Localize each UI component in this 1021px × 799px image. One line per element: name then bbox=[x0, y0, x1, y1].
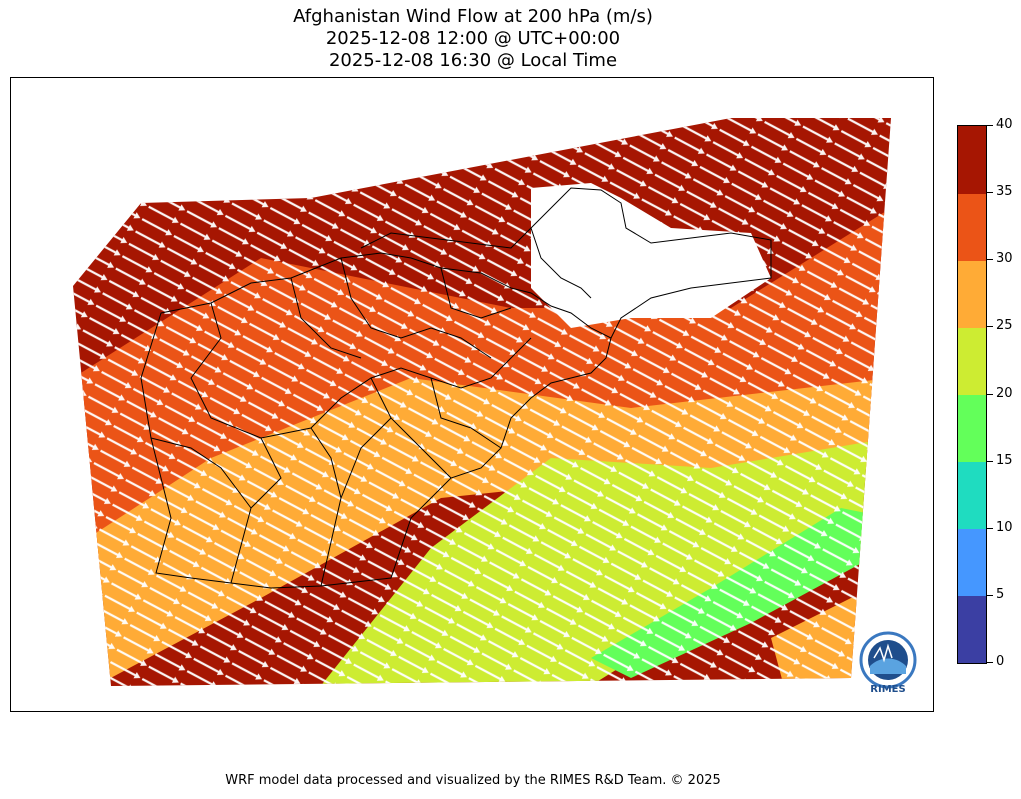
colorbar-segment bbox=[958, 327, 986, 395]
colorbar-tick bbox=[987, 326, 993, 328]
colorbar-segment bbox=[958, 461, 986, 530]
northern-border bbox=[530, 227, 592, 299]
province-line bbox=[190, 302, 532, 439]
no-data-area bbox=[531, 183, 771, 328]
wind-map bbox=[73, 118, 891, 686]
colorbar-segment bbox=[958, 260, 986, 328]
colorbar-tick bbox=[987, 460, 993, 462]
northern-border bbox=[360, 187, 772, 339]
colorbar-tick-label: 25 bbox=[996, 318, 1013, 334]
logo-text: RIMES bbox=[870, 684, 906, 695]
colorbar-tick bbox=[987, 527, 993, 529]
colorbar-tick bbox=[987, 192, 993, 194]
province-line bbox=[340, 417, 392, 499]
colorbar-segment bbox=[958, 595, 986, 663]
province-line bbox=[290, 277, 362, 359]
colorbar-segment bbox=[958, 126, 986, 194]
province-boundaries bbox=[140, 187, 772, 589]
rimes-logo-icon bbox=[859, 631, 917, 689]
colorbar-tick bbox=[987, 393, 993, 395]
colorbar-tick-label: 30 bbox=[996, 251, 1013, 267]
province-line bbox=[430, 377, 502, 449]
colorbar-tick bbox=[987, 259, 993, 261]
colorbar-tick-label: 20 bbox=[996, 385, 1013, 401]
colorbar-tick-label: 35 bbox=[996, 184, 1013, 200]
wind-vectors bbox=[73, 118, 891, 686]
colorbar bbox=[957, 125, 987, 664]
title-line-3: 2025-12-08 16:30 @ Local Time bbox=[328, 50, 618, 71]
colorbar-tick-label: 15 bbox=[996, 452, 1013, 468]
province-line bbox=[370, 377, 452, 479]
province-line bbox=[340, 257, 492, 359]
wind-speed-field bbox=[73, 118, 891, 686]
title-line-2: 2025-12-08 12:00 @ UTC+00:00 bbox=[325, 28, 621, 49]
colorbar-segment bbox=[958, 394, 986, 463]
colorbar-segment bbox=[958, 528, 986, 597]
colorbar-tick-label: 10 bbox=[996, 519, 1013, 535]
colorbar-tick bbox=[987, 594, 993, 596]
colorbar-segment bbox=[958, 193, 986, 261]
afghanistan-border bbox=[140, 252, 612, 589]
rimes-logo: RIMES bbox=[856, 630, 920, 700]
province-line bbox=[230, 437, 282, 584]
colorbar-tick-label: 0 bbox=[996, 654, 1005, 669]
province-line bbox=[440, 267, 512, 319]
map-panel bbox=[10, 77, 934, 712]
colorbar-tick-label: 40 bbox=[996, 117, 1013, 132]
map-title: Afghanistan Wind Flow at 200 hPa (m/s) 2… bbox=[0, 6, 946, 72]
colorbar-tick bbox=[987, 125, 993, 126]
title-line-1: Afghanistan Wind Flow at 200 hPa (m/s) bbox=[293, 6, 653, 27]
footer-credit: WRF model data processed and visualized … bbox=[225, 773, 721, 788]
colorbar-tick bbox=[987, 662, 993, 663]
province-line bbox=[310, 427, 342, 587]
province-line bbox=[150, 437, 252, 509]
colorbar-tick-label: 5 bbox=[996, 586, 1005, 602]
